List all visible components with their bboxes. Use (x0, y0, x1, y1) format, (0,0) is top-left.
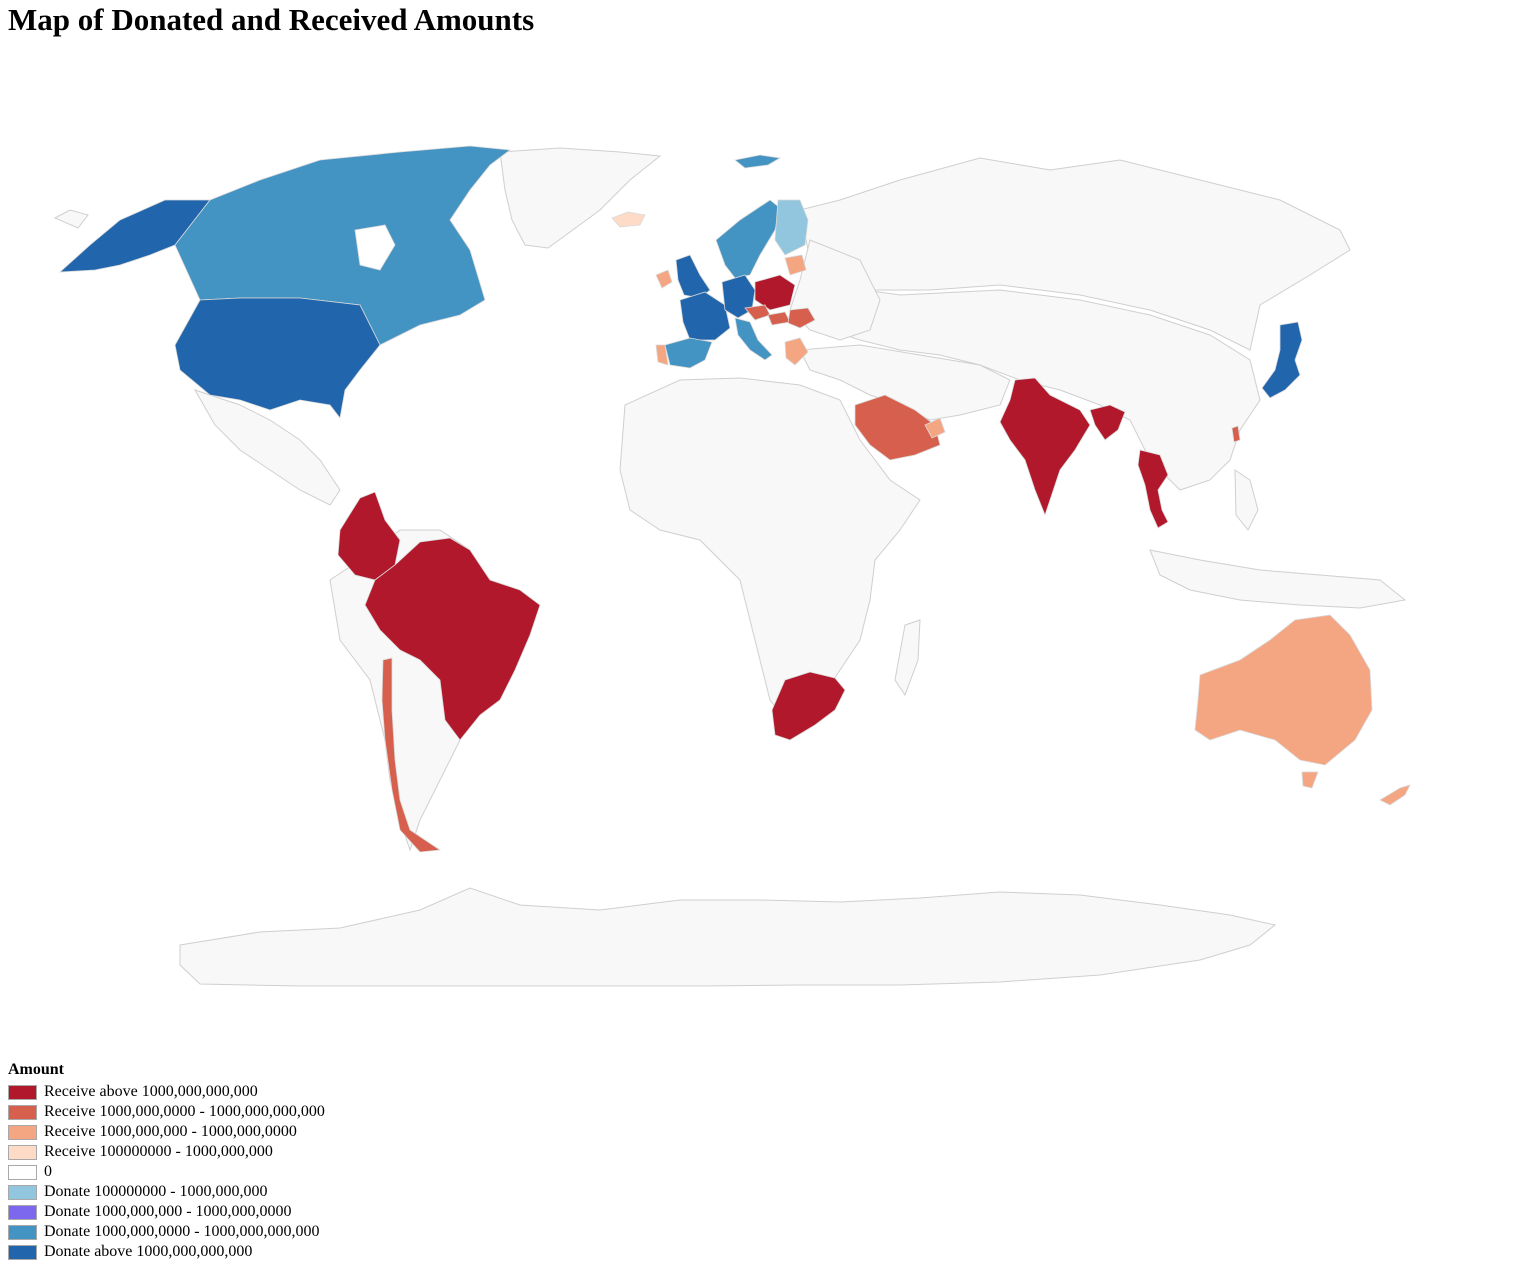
country-bangladesh[interactable] (1089, 404, 1126, 441)
country-iceland[interactable] (611, 211, 646, 228)
legend-swatch (8, 1144, 37, 1160)
legend-item: Donate above 1000,000,000,000 (8, 1242, 428, 1262)
country-brazil[interactable] (364, 537, 541, 741)
legend-title: Amount (8, 1061, 65, 1078)
country-tasmania[interactable] (1301, 771, 1319, 789)
land-madagascar (894, 619, 921, 697)
land-middle-east (799, 344, 1011, 421)
legend-item: Receive above 1000,000,000,000 (8, 1082, 428, 1102)
land-africa (619, 377, 921, 726)
country-italy[interactable] (734, 317, 773, 361)
legend-label: Receive 1000,000,000 - 1000,000,0000 (44, 1123, 297, 1140)
country-thailand[interactable] (1137, 449, 1169, 529)
legend-swatch (8, 1224, 37, 1240)
land-antarctica (179, 887, 1277, 987)
legend-label: 0 (44, 1163, 52, 1180)
country-colombia[interactable] (337, 491, 401, 581)
country-japan[interactable] (1261, 321, 1303, 399)
land-arctic-islands (53, 209, 89, 229)
page-title: Map of Donated and Received Amounts (8, 2, 535, 37)
legend-label: Donate 1000,000,0000 - 1000,000,000,000 (44, 1223, 320, 1240)
country-taiwan[interactable] (1231, 425, 1241, 443)
legend-swatch (8, 1244, 37, 1260)
colored-countries-group (58, 145, 1411, 853)
country-australia[interactable] (1194, 614, 1373, 766)
legend-item: Receive 1000,000,000 - 1000,000,0000 (8, 1122, 428, 1142)
legend-swatch (8, 1084, 37, 1100)
country-ireland[interactable] (655, 269, 673, 289)
legend-swatch (8, 1204, 37, 1220)
legend-item: Donate 1000,000,0000 - 1000,000,000,000 (8, 1222, 428, 1242)
country-portugal[interactable] (655, 344, 669, 366)
legend-item: Donate 100000000 - 1000,000,000 (8, 1182, 428, 1202)
country-new-zealand[interactable] (1379, 784, 1411, 806)
legend-label: Receive 100000000 - 1000,000,000 (44, 1143, 273, 1160)
legend-item: Donate 1000,000,000 - 1000,000,0000 (8, 1202, 428, 1222)
country-spain[interactable] (664, 337, 713, 369)
legend-label: Donate 1000,000,000 - 1000,000,0000 (44, 1203, 292, 1220)
legend-swatch (8, 1164, 37, 1180)
country-svalbard[interactable] (734, 154, 782, 169)
legend-label: Donate above 1000,000,000,000 (44, 1243, 253, 1260)
land-philippines (1234, 469, 1259, 531)
legend-swatch (8, 1184, 37, 1200)
legend-swatch (8, 1104, 37, 1120)
country-chile[interactable] (381, 657, 442, 853)
country-romania[interactable] (787, 307, 816, 329)
legend-label: Receive 1000,000,0000 - 1000,000,000,000 (44, 1103, 325, 1120)
land-mexico (193, 389, 341, 506)
legend-label: Donate 100000000 - 1000,000,000 (44, 1183, 268, 1200)
legend-item: Receive 1000,000,0000 - 1000,000,000,000 (8, 1102, 428, 1122)
country-greece[interactable] (784, 337, 809, 366)
neutral-land-group (53, 147, 1407, 987)
land-greenland (499, 147, 662, 249)
country-france[interactable] (679, 291, 731, 341)
land-russia (799, 157, 1351, 351)
country-lithuania[interactable] (784, 254, 807, 276)
hudson-bay (354, 224, 396, 271)
country-poland[interactable] (754, 274, 796, 311)
legend: Amount Receive above 1000,000,000,000 Re… (8, 1060, 428, 1262)
land-indonesia (1149, 549, 1407, 609)
legend-label: Receive above 1000,000,000,000 (44, 1083, 258, 1100)
country-united-states[interactable] (174, 297, 381, 419)
country-united-kingdom[interactable] (675, 254, 711, 299)
legend-item: Receive 100000000 - 1000,000,000 (8, 1142, 428, 1162)
country-finland[interactable] (774, 199, 809, 256)
country-norway-sweden[interactable] (715, 199, 781, 279)
country-south-africa[interactable] (771, 671, 846, 741)
country-uae[interactable] (924, 417, 946, 439)
land-asia (829, 284, 1261, 491)
legend-swatch (8, 1124, 37, 1140)
country-czechia[interactable] (744, 304, 771, 321)
world-map (53, 145, 1411, 987)
country-india[interactable] (999, 377, 1091, 517)
country-hungary[interactable] (767, 311, 791, 326)
country-saudi-arabia[interactable] (854, 394, 941, 461)
legend-item: 0 (8, 1162, 428, 1182)
